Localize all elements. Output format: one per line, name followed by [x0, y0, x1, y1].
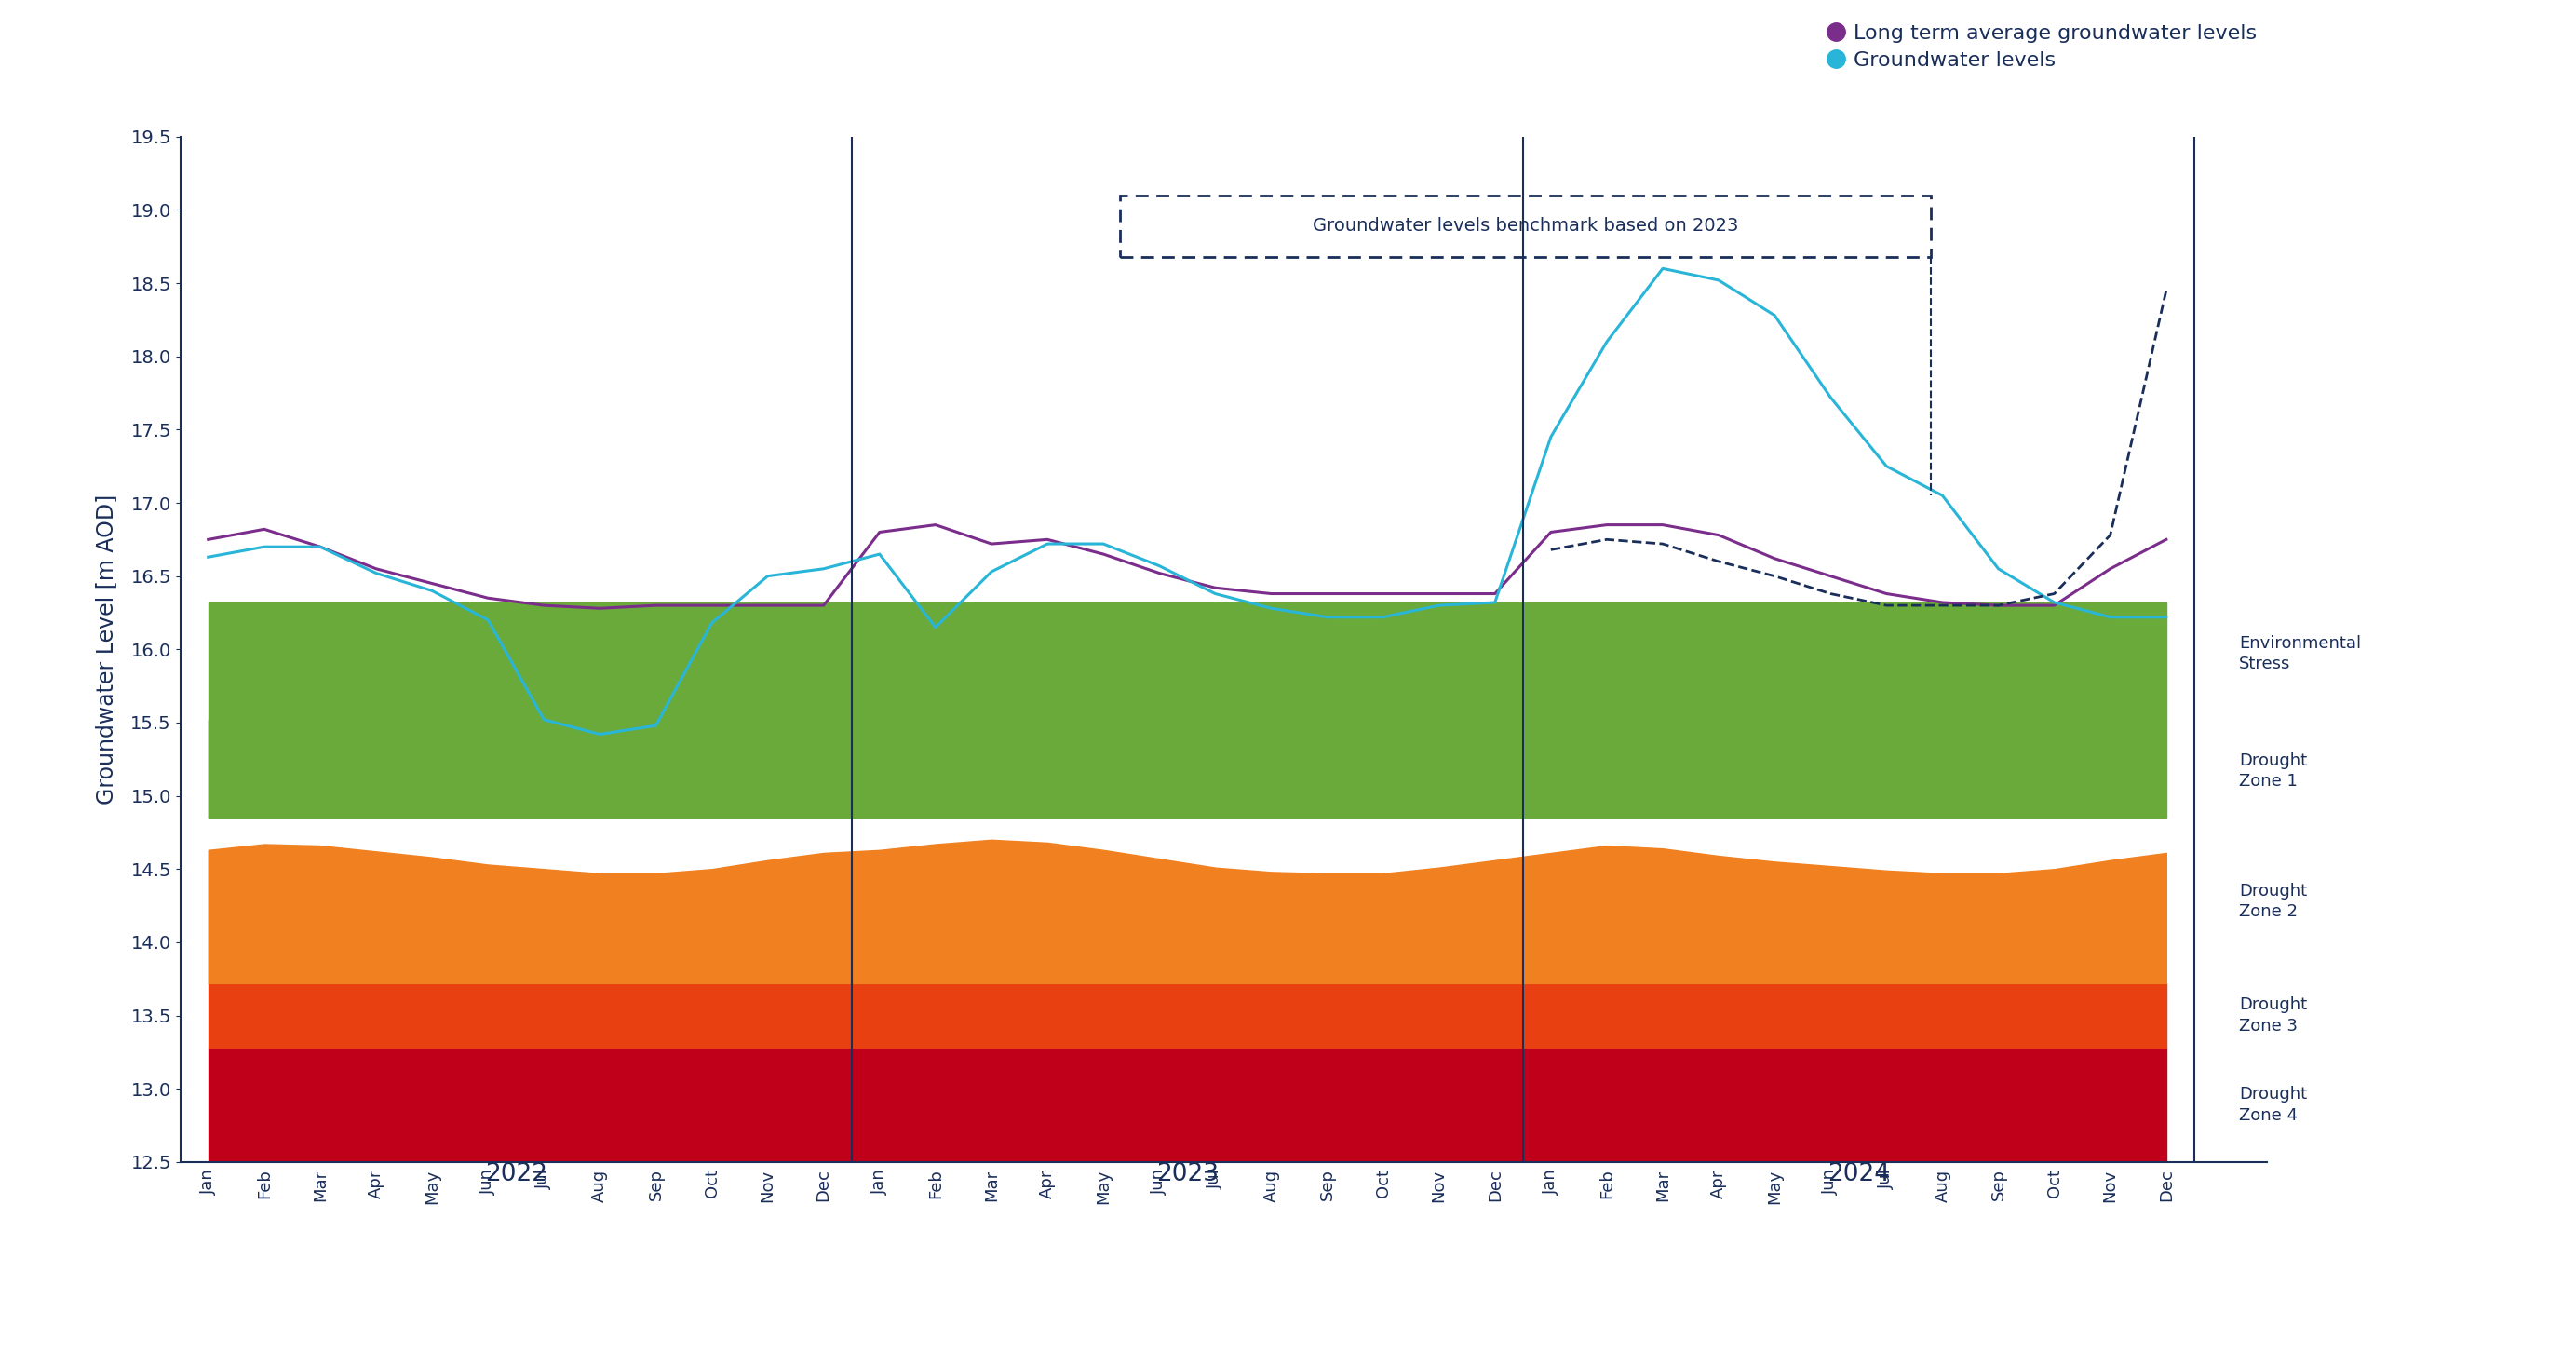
Text: 2023: 2023	[1157, 1162, 1218, 1187]
Text: Drought
Zone 1: Drought Zone 1	[2239, 752, 2308, 790]
Text: Environmental
Stress: Environmental Stress	[2239, 636, 2362, 673]
Text: Groundwater levels benchmark based on 2023: Groundwater levels benchmark based on 20…	[1314, 217, 1739, 235]
Text: Drought
Zone 4: Drought Zone 4	[2239, 1087, 2308, 1124]
Text: 2022: 2022	[484, 1162, 546, 1187]
Legend: Long term average groundwater levels, Groundwater levels: Long term average groundwater levels, Gr…	[1832, 25, 2257, 70]
Text: 2024: 2024	[1826, 1162, 1891, 1187]
Y-axis label: Groundwater Level [m AOD]: Groundwater Level [m AOD]	[95, 493, 118, 805]
Text: Drought
Zone 2: Drought Zone 2	[2239, 883, 2308, 920]
Text: Drought
Zone 3: Drought Zone 3	[2239, 997, 2308, 1035]
